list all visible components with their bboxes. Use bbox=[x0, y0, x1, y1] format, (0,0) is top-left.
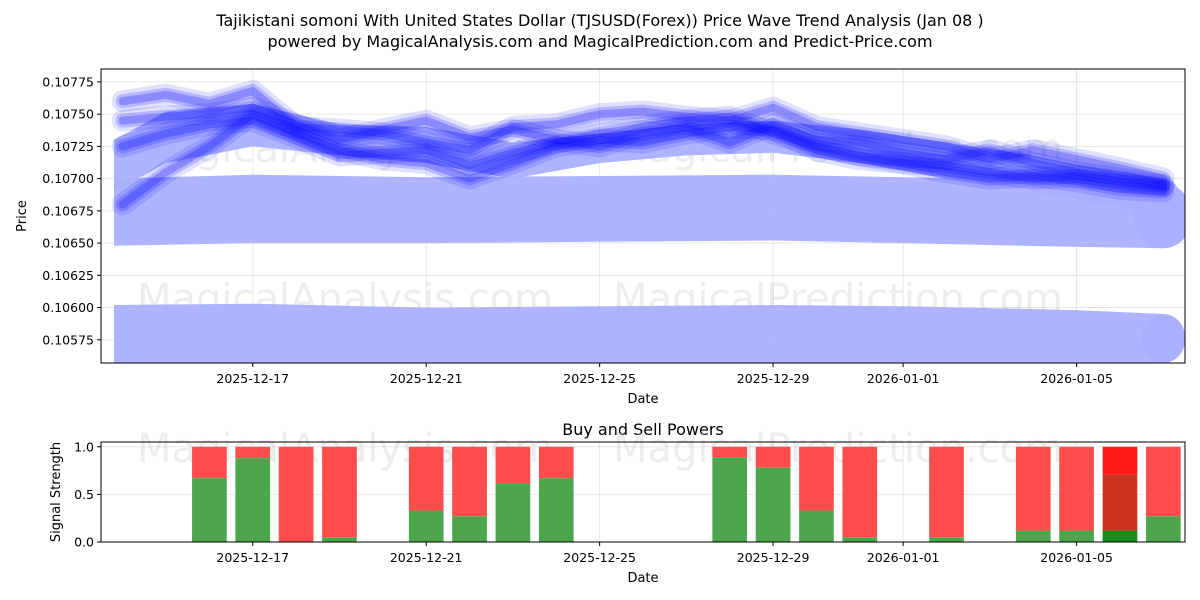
price-chart-ylabel: Price bbox=[15, 200, 30, 232]
price-series-trend-1 bbox=[118, 110, 1168, 209]
buy-sell-chart: Buy and Sell Powers MagicalAnalysis.com … bbox=[49, 420, 1186, 586]
price-series-trend-2 bbox=[111, 79, 1175, 190]
buysell-xtick-label: 2025-12-29 bbox=[737, 550, 810, 565]
buy-bar bbox=[408, 510, 444, 542]
buysell-xtick-label: 2026-01-05 bbox=[1040, 550, 1113, 565]
buy-bar bbox=[1015, 530, 1051, 542]
sell-bar bbox=[1015, 446, 1051, 531]
buysell-xtick-label: 2025-12-25 bbox=[563, 550, 636, 565]
price-series-trend-4 bbox=[115, 109, 1171, 194]
price-ytick-label: 0.10650 bbox=[42, 236, 94, 251]
sell-bar bbox=[278, 446, 314, 542]
price-series-trend-4 bbox=[118, 112, 1168, 191]
buy-bar bbox=[538, 478, 574, 542]
price-ytick-label: 0.10575 bbox=[42, 332, 94, 347]
sell-bar bbox=[1145, 446, 1181, 517]
price-chart: MagicalAnalysis.com MagicalPrediction.co… bbox=[15, 68, 1186, 407]
sell-bar bbox=[452, 446, 487, 517]
price-series-trend-1 bbox=[115, 107, 1171, 212]
sell-bar bbox=[495, 446, 531, 484]
sell-bar bbox=[842, 446, 878, 538]
figure-title-line2: powered by MagicalAnalysis.com and Magic… bbox=[267, 32, 932, 51]
buysell-xtick-label: 2026-01-01 bbox=[867, 550, 940, 565]
figure-title-line1: Tajikistani somoni With United States Do… bbox=[215, 11, 983, 30]
sell-bar bbox=[408, 446, 444, 511]
buy-bar bbox=[452, 516, 487, 542]
price-xtick-label: 2025-12-25 bbox=[563, 371, 636, 386]
price-ytick-label: 0.10775 bbox=[42, 74, 94, 89]
price-series-trend-2 bbox=[115, 83, 1171, 186]
price-band-cap bbox=[1147, 178, 1180, 215]
buysell-ytick-label: 1.0 bbox=[74, 439, 94, 454]
price-chart-xlabel: Date bbox=[627, 392, 658, 407]
price-xtick-label: 2026-01-01 bbox=[867, 371, 940, 386]
price-series-trend-3 bbox=[115, 100, 1171, 193]
price-series-trend-4 bbox=[111, 105, 1175, 198]
buy-sell-chart-xlabel: Date bbox=[627, 571, 658, 586]
sell-bar bbox=[1102, 446, 1138, 475]
buy-bar bbox=[842, 537, 878, 542]
buy-sell-chart-title: Buy and Sell Powers bbox=[562, 420, 724, 439]
buy-bar bbox=[1102, 530, 1138, 542]
buysell-ytick-label: 0.5 bbox=[74, 487, 94, 502]
buy-bar bbox=[929, 537, 964, 542]
price-band-middle-band bbox=[114, 174, 1164, 249]
buy-bar bbox=[192, 478, 227, 542]
buysell-xtick-label: 2025-12-17 bbox=[216, 550, 289, 565]
sell-bar bbox=[929, 446, 964, 538]
price-band-lower-band bbox=[114, 303, 1164, 363]
price-xtick-label: 2025-12-17 bbox=[216, 371, 289, 386]
buy-bar bbox=[755, 467, 791, 542]
price-series-trend-1 bbox=[111, 103, 1175, 216]
price-chart-frame bbox=[100, 68, 1186, 364]
price-ytick-label: 0.10725 bbox=[42, 139, 94, 154]
buy-bar bbox=[235, 458, 271, 542]
sell-bar bbox=[712, 446, 748, 458]
buysell-xtick-label: 2025-12-21 bbox=[390, 550, 463, 565]
price-xtick-label: 2025-12-29 bbox=[737, 371, 810, 386]
price-band-wave-band bbox=[114, 103, 1164, 215]
buy-bar bbox=[1145, 516, 1181, 542]
sell-bar bbox=[755, 446, 791, 468]
price-ytick-label: 0.10625 bbox=[42, 268, 94, 283]
price-series-trend-3 bbox=[118, 103, 1168, 190]
price-xtick-label: 2026-01-05 bbox=[1040, 371, 1113, 386]
buy-bar bbox=[322, 537, 357, 542]
price-ytick-label: 0.10700 bbox=[42, 171, 94, 186]
sell-bar bbox=[1102, 474, 1138, 531]
buysell-ytick-label: 0.0 bbox=[74, 535, 94, 550]
sell-bar bbox=[538, 446, 574, 479]
sell-bar bbox=[1059, 446, 1094, 531]
sell-bar bbox=[235, 446, 271, 459]
price-ytick-label: 0.10675 bbox=[42, 203, 94, 218]
price-ytick-label: 0.10600 bbox=[42, 300, 94, 315]
sell-bar bbox=[322, 446, 357, 538]
buy-bar bbox=[799, 510, 834, 542]
sell-bar bbox=[799, 446, 834, 511]
watermark-bottom-right: MagicalPrediction.com bbox=[613, 426, 1063, 472]
price-band-cap bbox=[1141, 314, 1185, 363]
price-xtick-label: 2025-12-21 bbox=[390, 371, 463, 386]
sell-bar bbox=[192, 446, 227, 479]
price-series-trend-3 bbox=[111, 96, 1175, 197]
price-ytick-label: 0.10750 bbox=[42, 107, 94, 122]
buy-bar bbox=[712, 457, 748, 542]
buy-sell-chart-ylabel: Signal Strength bbox=[49, 442, 64, 542]
buy-bar bbox=[495, 483, 531, 542]
buy-sell-chart-frame bbox=[100, 441, 1186, 543]
buy-bar bbox=[1059, 530, 1094, 542]
price-series-trend-2 bbox=[118, 86, 1168, 183]
